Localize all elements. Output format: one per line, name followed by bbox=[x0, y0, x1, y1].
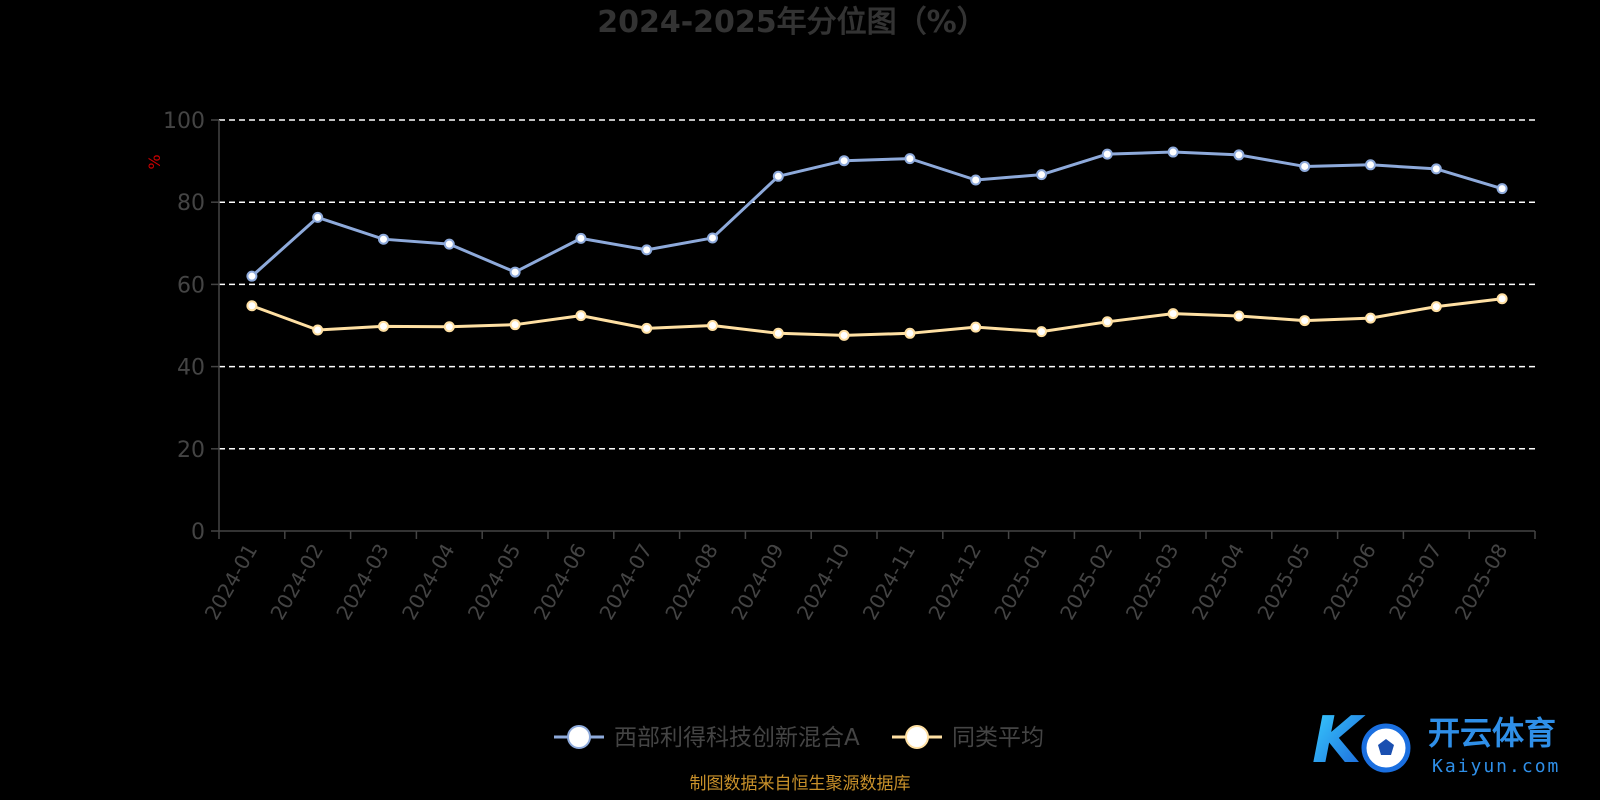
legend-item-2[interactable]: 同类平均 bbox=[892, 725, 1044, 751]
data-point-1-2024-10 bbox=[838, 155, 850, 167]
data-point-1-2024-04 bbox=[443, 238, 455, 250]
y-tick-label-0: 0 bbox=[191, 520, 205, 545]
x-tick-label-2025-01: 2025-01 bbox=[989, 540, 1052, 624]
x-tick-label-2024-08: 2024-08 bbox=[660, 540, 723, 624]
data-point-1-2025-07 bbox=[1430, 163, 1442, 175]
data-point-2-2025-01 bbox=[1036, 326, 1047, 338]
x-tick-label-2024-01: 2024-01 bbox=[200, 540, 263, 624]
data-point-2-2024-04 bbox=[443, 321, 455, 333]
y-tick-label-40: 40 bbox=[177, 356, 205, 381]
data-point-1-2024-12 bbox=[970, 174, 982, 186]
y-tick-label-80: 80 bbox=[177, 191, 205, 216]
data-point-1-2024-02 bbox=[312, 211, 324, 223]
data-point-2-2024-12 bbox=[970, 321, 982, 333]
y-tick-label-20: 20 bbox=[177, 438, 205, 463]
data-point-1-2024-01 bbox=[246, 270, 258, 282]
data-point-1-2024-07 bbox=[641, 244, 653, 256]
y-tick-label-100: 100 bbox=[163, 109, 205, 134]
series-line-1 bbox=[250, 150, 1503, 278]
x-tick-label-2025-06: 2025-06 bbox=[1318, 540, 1381, 624]
data-point-2-2024-07 bbox=[641, 322, 653, 334]
data-point-2-2025-02 bbox=[1101, 316, 1113, 328]
x-tick-label-2024-12: 2024-12 bbox=[923, 539, 986, 623]
x-tick-label-2025-05: 2025-05 bbox=[1252, 540, 1315, 624]
y-tick-labels: 0 20 40 60 80 100 bbox=[163, 109, 219, 545]
x-tick-label-2024-07: 2024-07 bbox=[594, 540, 657, 624]
x-tick-label-2024-05: 2024-05 bbox=[463, 540, 526, 624]
data-point-1-2024-09 bbox=[772, 170, 784, 182]
data-point-1-2025-04 bbox=[1233, 149, 1245, 161]
data-point-2-2024-06 bbox=[575, 310, 587, 322]
data-point-2-2024-08 bbox=[707, 320, 718, 331]
data-point-2-2025-08 bbox=[1496, 293, 1508, 305]
y-axis-label: % bbox=[145, 154, 164, 169]
data-point-1-2025-05 bbox=[1299, 160, 1311, 172]
x-tick-label-2025-03: 2025-03 bbox=[1121, 540, 1184, 624]
data-point-1-2024-06 bbox=[575, 232, 587, 244]
data-point-1-2024-11 bbox=[904, 153, 916, 165]
legend-label-2: 同类平均 bbox=[952, 725, 1044, 751]
data-point-2-2024-11 bbox=[904, 327, 916, 339]
legend-item-1[interactable]: 西部利得科技创新混合A bbox=[554, 725, 860, 751]
data-point-2-2024-03 bbox=[378, 320, 389, 332]
data-point-2-2025-04 bbox=[1233, 310, 1245, 322]
x-tick-label-2024-03: 2024-03 bbox=[331, 540, 394, 624]
data-point-2-2024-10 bbox=[838, 329, 850, 341]
series-1 bbox=[246, 146, 1508, 282]
data-point-2-2024-09 bbox=[772, 327, 784, 339]
logo-mark: K bbox=[1312, 704, 1366, 778]
data-point-2-2024-01 bbox=[246, 300, 258, 312]
legend-label-1: 西部利得科技创新混合A bbox=[614, 725, 860, 751]
series-2 bbox=[246, 293, 1508, 341]
data-point-2-2025-07 bbox=[1430, 301, 1442, 313]
series-line-2 bbox=[251, 297, 1503, 337]
x-tick-label-2024-02: 2024-02 bbox=[265, 540, 328, 624]
x-tick-label-2024-04: 2024-04 bbox=[397, 540, 460, 624]
legend-marker-1 bbox=[567, 725, 591, 749]
data-point-1-2025-02 bbox=[1101, 148, 1113, 160]
x-tick-label-2024-10: 2024-10 bbox=[792, 540, 855, 624]
y-tick-label-60: 60 bbox=[177, 273, 205, 298]
data-point-1-2025-01 bbox=[1036, 169, 1047, 181]
data-point-2-2024-02 bbox=[312, 324, 324, 336]
x-tick-label-2025-08: 2025-08 bbox=[1450, 540, 1513, 624]
soccer-ball-pattern bbox=[1378, 739, 1394, 755]
legend-marker-2 bbox=[905, 725, 929, 749]
data-point-2-2025-06 bbox=[1365, 312, 1376, 324]
data-point-1-2025-03 bbox=[1167, 146, 1179, 158]
x-tick-label-2024-06: 2024-06 bbox=[529, 540, 592, 624]
data-point-1-2025-08 bbox=[1496, 183, 1508, 195]
series-lines bbox=[246, 146, 1508, 341]
logo-name-cn: 开云体育 bbox=[1428, 714, 1556, 752]
x-tick-label-2024-09: 2024-09 bbox=[726, 540, 789, 624]
data-source-note: 制图数据来自恒生聚源数据库 bbox=[690, 774, 911, 794]
x-tick-label-2025-07: 2025-07 bbox=[1384, 540, 1447, 624]
x-tick-label-2025-02: 2025-02 bbox=[1055, 540, 1118, 624]
x-tick-label-2025-04: 2025-04 bbox=[1187, 540, 1250, 624]
data-point-1-2024-05 bbox=[509, 266, 521, 278]
data-point-1-2024-03 bbox=[378, 233, 389, 245]
x-tick-label-2024-11: 2024-11 bbox=[858, 540, 921, 624]
x-tick-labels: 2024-01 2024-02 2024-03 2024-04 2024-05 2024-… bbox=[200, 531, 1536, 624]
data-point-2-2024-05 bbox=[509, 319, 521, 331]
kaiyun-watermark-logo: K 开云体育 Kaiyun.com bbox=[1312, 704, 1560, 778]
chart-title: 2024-2025年分位图（%） bbox=[597, 5, 987, 40]
legend[interactable]: 西部利得科技创新混合A 同类平均 bbox=[554, 725, 1044, 751]
data-point-1-2025-06 bbox=[1365, 159, 1376, 171]
data-point-1-2024-08 bbox=[707, 232, 718, 244]
logo-name-en: Kaiyun.com bbox=[1432, 756, 1560, 777]
grid-lines bbox=[219, 119, 1535, 450]
data-point-2-2025-05 bbox=[1299, 315, 1311, 327]
data-point-2-2025-03 bbox=[1167, 308, 1179, 320]
